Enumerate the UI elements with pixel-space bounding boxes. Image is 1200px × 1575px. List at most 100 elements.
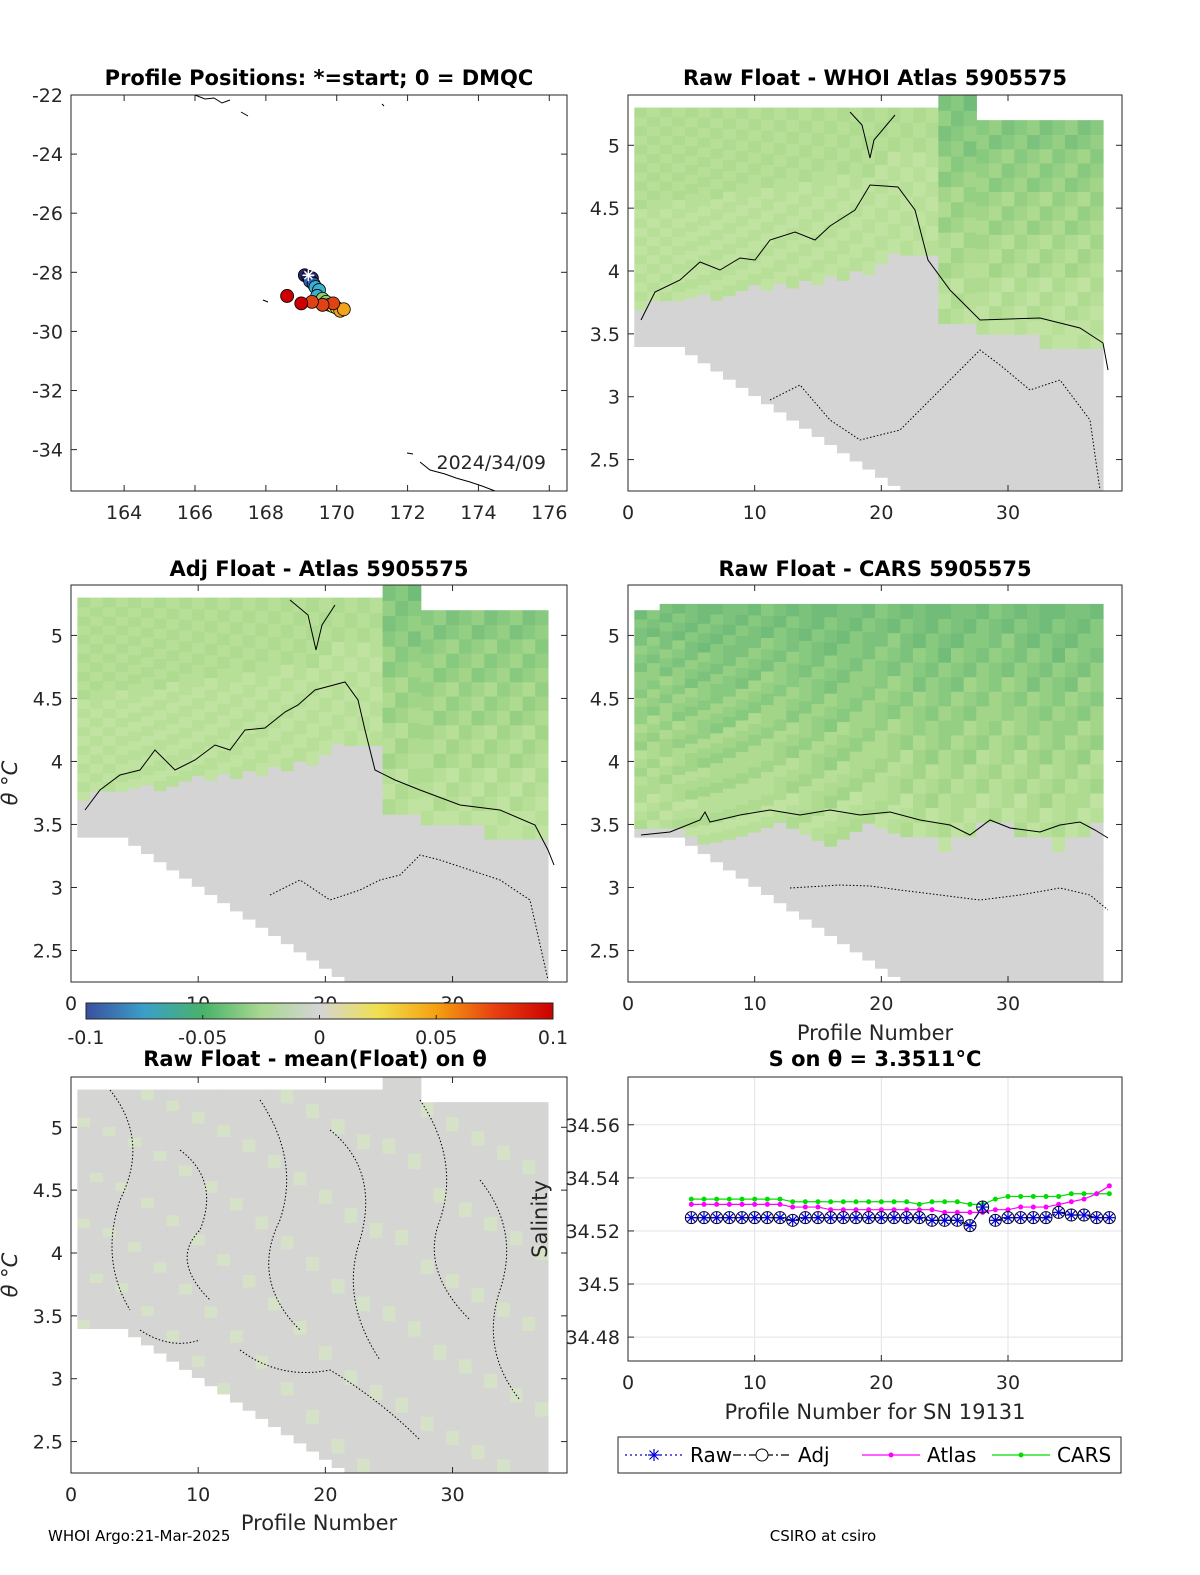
heatmap-cell [1027, 462, 1041, 478]
heatmap-cell [1001, 205, 1015, 221]
heatmap-cell [938, 647, 952, 663]
heatmap-cell [293, 801, 307, 817]
heatmap-cell [1039, 391, 1053, 407]
heatmap-cell [849, 352, 863, 367]
heatmap-cell [1052, 248, 1066, 264]
heatmap-cell [1065, 291, 1079, 307]
heatmap-cell [229, 693, 244, 707]
heatmap-cell [837, 865, 851, 879]
heatmap-cell [535, 681, 549, 697]
heatmap-cell [773, 603, 787, 616]
heatmap-cell [849, 420, 863, 435]
heatmap-cell [887, 281, 901, 298]
heatmap-cell [849, 684, 863, 699]
heatmap-cell [229, 802, 244, 816]
heatmap-cell [1001, 191, 1015, 207]
heatmap-cell [535, 910, 549, 926]
heatmap-cell [255, 863, 269, 878]
heatmap-cell [522, 1230, 536, 1246]
heatmap-cell [268, 1400, 282, 1415]
heatmap-cell [862, 713, 876, 728]
heatmap-cell [786, 674, 800, 688]
series-point-raw [1014, 1211, 1027, 1224]
heatmap-cell [382, 1168, 396, 1185]
heatmap-cell [634, 254, 648, 265]
heatmap-cell [1077, 662, 1091, 678]
series-point-atlas [1106, 1183, 1112, 1189]
heatmap-cell [408, 1183, 422, 1200]
heatmap-cell [446, 653, 460, 669]
heatmap-cell [433, 681, 447, 697]
heatmap-cell [735, 355, 749, 367]
heatmap-cell [659, 208, 673, 219]
heatmap-cell [420, 1116, 435, 1132]
heatmap-cell [166, 1319, 180, 1331]
heatmap-cell [710, 107, 724, 119]
heatmap-cell [748, 129, 762, 142]
heatmap-cell [786, 639, 800, 652]
series-point-raw [748, 1211, 761, 1224]
x-tick-label: 10 [186, 1484, 210, 1506]
heatmap-cell [1001, 319, 1015, 335]
heatmap-cell [837, 760, 851, 775]
heatmap-cell [938, 110, 952, 127]
heatmap-cell [229, 898, 244, 912]
heatmap-cell [900, 952, 914, 969]
heatmap-cell [497, 1102, 511, 1118]
heatmap-cell [938, 262, 952, 279]
heatmap-cell [497, 1301, 511, 1317]
heatmap-cell [685, 345, 699, 356]
heatmap-cell [382, 890, 396, 907]
heatmap-cell [748, 734, 762, 746]
heatmap-cell [446, 696, 460, 711]
heatmap-cell [938, 662, 952, 678]
heatmap-cell [1014, 391, 1028, 407]
heatmap-cell [875, 335, 889, 350]
heatmap-cell [408, 1244, 422, 1261]
heatmap-cell [395, 1122, 409, 1139]
heatmap-cell [1027, 248, 1041, 264]
heatmap-cell [837, 786, 851, 801]
heatmap-cell [306, 1311, 320, 1327]
heatmap-cell [153, 821, 167, 832]
heatmap-cell [938, 734, 952, 750]
heatmap-cell [1065, 191, 1079, 207]
heatmap-cell [1052, 676, 1066, 692]
heatmap-cell [976, 205, 990, 221]
heatmap-cell [1052, 205, 1066, 221]
heatmap-cell [647, 263, 661, 274]
heatmap-cell [989, 219, 1003, 235]
heatmap-cell [938, 369, 952, 385]
heatmap-cell [293, 611, 307, 626]
heatmap-cell [1077, 319, 1091, 335]
heatmap-cell [723, 316, 737, 328]
heatmap-cell [837, 695, 851, 710]
heatmap-cell [875, 406, 889, 421]
raw-whoi-heatmap [634, 95, 1104, 491]
heatmap-cell [204, 1328, 218, 1341]
heatmap-cell [331, 1263, 346, 1280]
salinity-panel: S on θ = 3.3511°C 0 10 20 3034.4834.534.523… [528, 1047, 1123, 1424]
heatmap-cell [280, 1275, 295, 1290]
heatmap-cell [989, 362, 1003, 378]
heatmap-cell [102, 800, 117, 811]
heatmap-cell [685, 613, 699, 624]
heatmap-cell [306, 1298, 320, 1313]
heatmap-cell [369, 789, 384, 806]
heatmap-cell [306, 1409, 320, 1424]
heatmap-cell [634, 636, 648, 646]
heatmap-cell [458, 1330, 473, 1346]
heatmap-cell [697, 603, 711, 615]
heatmap-cell [204, 757, 218, 770]
heatmap-cell [357, 893, 371, 909]
heatmap-cell [497, 953, 511, 969]
heatmap-cell [458, 624, 473, 640]
heatmap-cell [697, 834, 711, 845]
heatmap-cell [900, 720, 914, 736]
heatmap-cell [77, 763, 91, 774]
heatmap-cell [1065, 691, 1079, 707]
heatmap-cell [166, 1162, 180, 1174]
heatmap-cell [1065, 262, 1079, 278]
heatmap-cell [773, 166, 787, 179]
series-point-cars [1005, 1193, 1011, 1199]
